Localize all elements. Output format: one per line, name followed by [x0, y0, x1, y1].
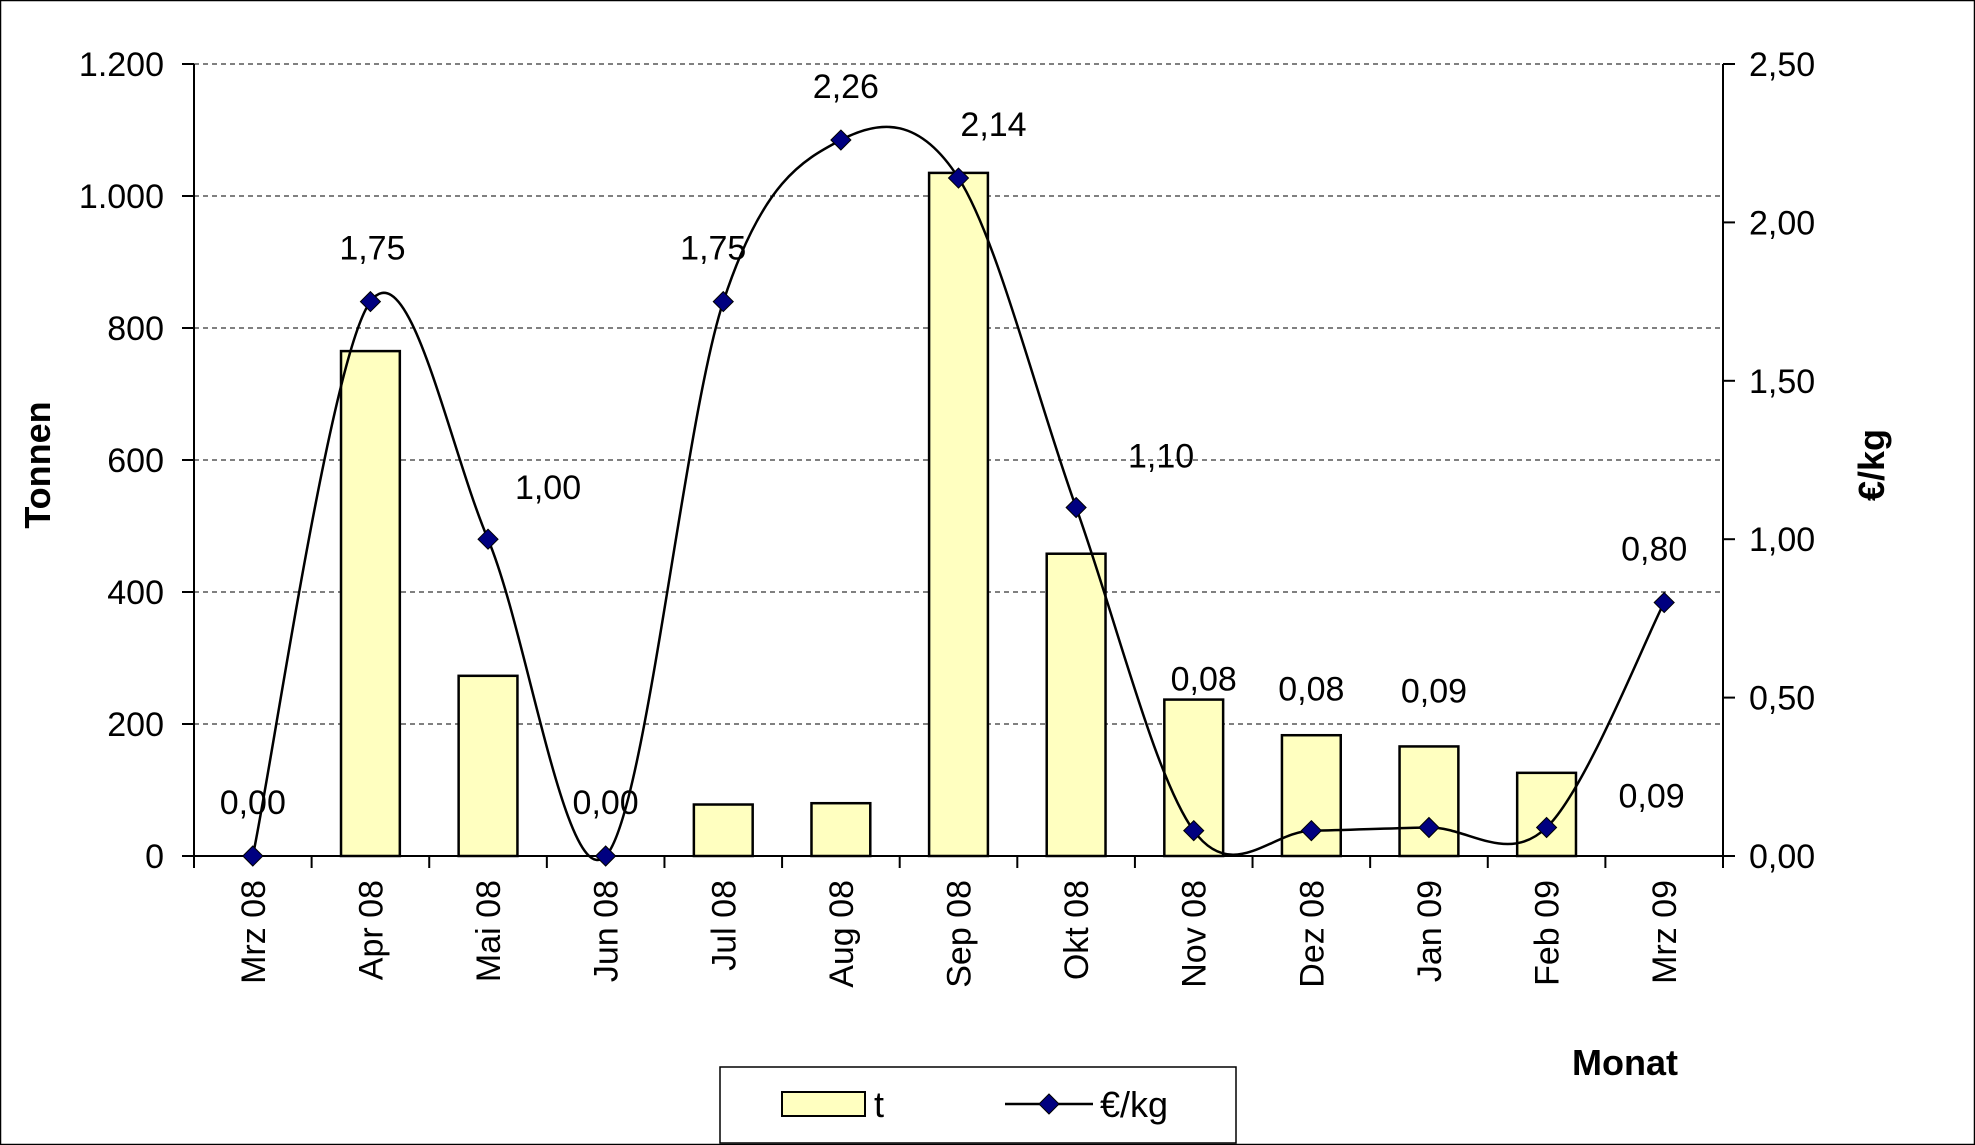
bar-series [339, 171, 1578, 858]
data-label: 0,00 [220, 784, 286, 822]
data-label: 1,10 [1128, 438, 1194, 476]
x-tick-label: Mrz 09 [1646, 880, 1684, 984]
bar [1515, 771, 1578, 858]
line-point [830, 129, 852, 151]
y-axis-title: Tonnen [17, 401, 58, 528]
data-label: 1,00 [515, 469, 581, 507]
legend: t €/kg [719, 1066, 1237, 1144]
y2-tick-label: 2,50 [1749, 46, 1815, 84]
x-tick-label: Jan 09 [1411, 880, 1449, 982]
data-label: 2,14 [960, 106, 1026, 144]
price-line [251, 125, 1666, 861]
y2-tick-label: 0,50 [1749, 680, 1815, 718]
x-tick-label: Jun 08 [588, 880, 626, 982]
x-tick-label: Feb 09 [1529, 880, 1567, 986]
x-tick-label: Okt 08 [1058, 880, 1096, 980]
data-label: 0,08 [1278, 671, 1344, 709]
line-point [1300, 819, 1323, 842]
x-tick-label: Aug 08 [823, 880, 861, 988]
line-point [1653, 591, 1675, 614]
y-tick-label: 200 [107, 706, 164, 744]
x-tick-label: Mai 08 [470, 880, 508, 982]
data-label: 0,00 [573, 784, 639, 822]
data-label: 0,80 [1621, 531, 1687, 569]
line-point [359, 290, 382, 313]
x-tick-label: Apr 08 [352, 880, 390, 980]
x-tick-label: Mrz 08 [235, 880, 273, 984]
data-label: 0,09 [1618, 777, 1684, 815]
data-labels: 0,00 1,75 1,00 0,00 1,75 2,26 2,14 1,10 0,08 0,08… [220, 68, 1688, 822]
y2-tick-label: 0,00 [1749, 838, 1815, 876]
bar [1398, 745, 1460, 858]
bar [1045, 552, 1107, 858]
bar [692, 803, 754, 858]
data-label: 2,26 [813, 68, 879, 106]
y2-tick-label: 1,00 [1749, 521, 1815, 559]
bar [927, 171, 990, 858]
legend-marker-diamond [1038, 1093, 1060, 1115]
axes [182, 63, 1735, 868]
x-tick-label: Sep 08 [941, 880, 979, 988]
line-point [1065, 496, 1087, 519]
line-point [242, 845, 264, 867]
y2-axis-title: €/kg [1851, 429, 1892, 501]
data-label: 0,09 [1401, 672, 1467, 710]
x-tick-label: Jul 08 [705, 880, 743, 971]
y-tick-label: 1.200 [79, 46, 164, 84]
data-label: 1,75 [339, 230, 405, 268]
y2-tick-label: 2,00 [1749, 204, 1815, 242]
line-point [477, 528, 499, 550]
line-point [1535, 816, 1558, 839]
tick-labels: 0 200 400 600 800 1.000 1.200 0,00 0,50 1,00 1,50 2… [79, 46, 1815, 988]
line-point [947, 167, 970, 189]
bar [339, 349, 402, 858]
bar [457, 674, 519, 858]
legend-label-line: €/kg [1100, 1084, 1168, 1125]
line-point [1183, 819, 1205, 842]
x-tick-label: Dez 08 [1293, 880, 1331, 988]
y-tick-label: 600 [107, 442, 164, 480]
legend-label-bar: t [874, 1084, 884, 1125]
bar [810, 801, 872, 858]
data-label: 0,08 [1171, 661, 1237, 699]
gridlines [194, 63, 1723, 725]
y-tick-label: 1.000 [79, 178, 164, 216]
y-tick-label: 0 [145, 838, 164, 876]
x-axis-title: Monat [1572, 1042, 1678, 1083]
legend-swatch-bar [781, 1091, 866, 1117]
x-tick-label: Nov 08 [1176, 880, 1214, 988]
line-series [242, 125, 1675, 867]
y2-tick-label: 1,50 [1749, 363, 1815, 401]
y-tick-label: 800 [107, 310, 164, 348]
y-tick-label: 400 [107, 574, 164, 612]
data-label: 1,75 [680, 230, 746, 268]
line-point [712, 290, 734, 313]
line-point [1418, 816, 1440, 839]
line-point [594, 845, 617, 867]
